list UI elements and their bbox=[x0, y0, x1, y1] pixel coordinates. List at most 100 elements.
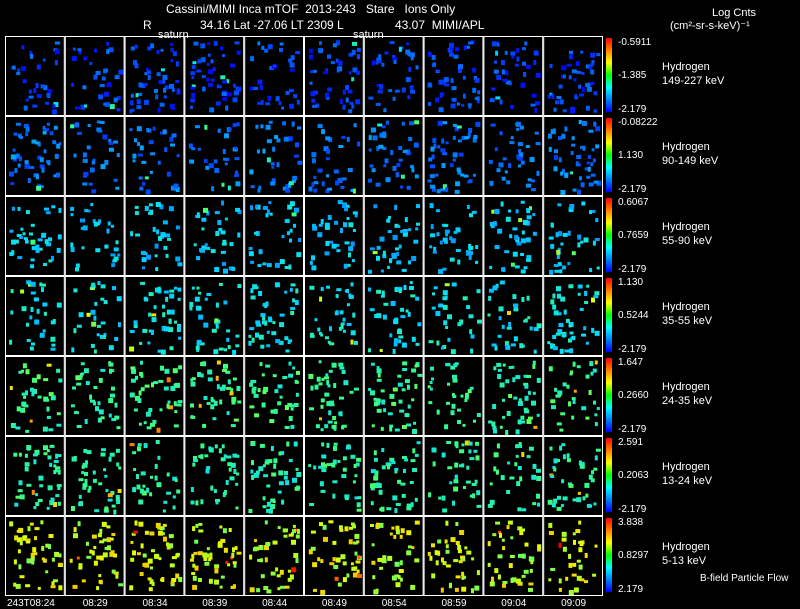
heatmap-pixel bbox=[148, 203, 153, 207]
heatmap-pixel bbox=[116, 426, 121, 430]
heatmap-pixel bbox=[138, 176, 143, 180]
heatmap-pixel bbox=[551, 93, 555, 99]
heatmap-pixel bbox=[162, 74, 168, 80]
heatmap-pixel bbox=[71, 456, 77, 462]
heatmap-pixel bbox=[445, 187, 449, 193]
heatmap-pixel bbox=[394, 428, 400, 432]
heatmap-pixel bbox=[455, 249, 461, 252]
heatmap-pixel bbox=[572, 188, 577, 192]
heatmap-pixel bbox=[527, 416, 533, 420]
heatmap-pixel bbox=[432, 250, 437, 254]
heatmap-pixel bbox=[332, 43, 337, 48]
heatmap-pixel bbox=[232, 584, 236, 589]
heatmap-pixel bbox=[394, 467, 399, 471]
heatmap-cell-frame bbox=[244, 276, 304, 356]
heatmap-pixel bbox=[169, 103, 175, 109]
heatmap-pixel bbox=[444, 229, 450, 234]
heatmap-pixel bbox=[505, 80, 511, 85]
heatmap-pixel bbox=[453, 486, 459, 492]
heatmap-pixel bbox=[148, 587, 153, 592]
heatmap-pixel bbox=[431, 186, 436, 192]
heatmap-pixel bbox=[378, 522, 384, 528]
heatmap-pixel bbox=[46, 242, 52, 247]
heatmap-pixel bbox=[42, 302, 48, 307]
heatmap-pixel bbox=[116, 462, 120, 467]
heatmap-pixel bbox=[458, 560, 463, 564]
heatmap-pixel bbox=[251, 388, 255, 394]
heatmap-pixel bbox=[201, 217, 207, 222]
heatmap-pixel bbox=[47, 89, 53, 93]
heatmap-pixel bbox=[262, 315, 266, 321]
heatmap-pixel bbox=[289, 238, 292, 243]
heatmap-pixel bbox=[156, 49, 160, 54]
heatmap-pixel bbox=[387, 464, 390, 470]
heatmap-pixel bbox=[549, 64, 553, 68]
heatmap-pixel bbox=[342, 317, 346, 322]
heatmap-pixel bbox=[508, 394, 513, 398]
heatmap-pixel bbox=[596, 266, 600, 270]
heatmap-pixel bbox=[24, 453, 28, 458]
heatmap-pixel bbox=[138, 422, 142, 426]
heatmap-pixel bbox=[291, 121, 295, 127]
heatmap-pixel bbox=[235, 207, 241, 212]
heatmap-pixel bbox=[212, 417, 217, 421]
heatmap-pixel bbox=[554, 269, 560, 273]
heatmap-pixel bbox=[254, 539, 257, 543]
heatmap-pixel bbox=[214, 579, 219, 585]
heatmap-pixel bbox=[111, 533, 116, 536]
heatmap-pixel bbox=[223, 268, 228, 274]
heatmap-pixel bbox=[36, 244, 40, 250]
heatmap-pixel bbox=[249, 587, 255, 593]
heatmap-pixel bbox=[558, 136, 562, 141]
heatmap-pixel bbox=[389, 426, 393, 432]
heatmap-pixel bbox=[578, 540, 584, 544]
heatmap-pixel bbox=[85, 381, 90, 386]
heatmap-pixel bbox=[404, 217, 408, 223]
heatmap-pixel bbox=[562, 74, 566, 79]
heatmap-pixel bbox=[536, 468, 541, 473]
heatmap-pixel bbox=[562, 232, 568, 237]
heatmap-pixel bbox=[16, 537, 22, 543]
heatmap-pixel bbox=[555, 332, 561, 336]
heatmap-pixel bbox=[399, 560, 403, 566]
heatmap-pixel bbox=[376, 255, 380, 261]
heatmap-pixel bbox=[466, 205, 470, 209]
heatmap-pixel bbox=[34, 389, 37, 394]
heatmap-pixel bbox=[328, 520, 334, 524]
heatmap-pixel bbox=[203, 159, 208, 164]
heatmap-pixel bbox=[49, 462, 53, 467]
heatmap-pixel bbox=[110, 224, 114, 228]
heatmap-pixel bbox=[568, 483, 574, 488]
heatmap-pixel bbox=[99, 334, 103, 339]
heatmap-pixel bbox=[463, 174, 469, 178]
heatmap-pixel bbox=[233, 90, 239, 96]
heatmap-pixel bbox=[475, 121, 481, 127]
heatmap-pixel bbox=[284, 290, 288, 294]
heatmap-pixel bbox=[531, 93, 537, 98]
heatmap-pixel bbox=[308, 186, 313, 192]
heatmap-pixel bbox=[108, 141, 114, 145]
heatmap-pixel bbox=[354, 212, 358, 218]
heatmap-pixel bbox=[568, 553, 572, 559]
heatmap-pixel bbox=[19, 494, 25, 500]
heatmap-pixel bbox=[249, 554, 253, 560]
heatmap-pixel bbox=[320, 559, 324, 564]
heatmap-pixel bbox=[310, 70, 314, 74]
heatmap-pixel bbox=[235, 170, 239, 176]
heatmap-pixel bbox=[501, 538, 505, 542]
time-tick-label: 08:49 bbox=[321, 598, 347, 609]
heatmap-pixel bbox=[594, 238, 600, 241]
heatmap-pixel bbox=[279, 313, 285, 317]
heatmap-pixel bbox=[137, 153, 143, 157]
heatmap-pixel bbox=[402, 361, 408, 366]
heatmap-pixel bbox=[175, 187, 180, 192]
heatmap-pixel bbox=[156, 229, 160, 235]
heatmap-pixel bbox=[594, 422, 598, 427]
heatmap-pixel bbox=[575, 161, 579, 167]
heatmap-pixel bbox=[581, 406, 586, 410]
heatmap-pixel bbox=[149, 492, 153, 497]
heatmap-cell-frame bbox=[184, 516, 245, 596]
heatmap-pixel bbox=[353, 123, 357, 128]
heatmap-pixel bbox=[256, 149, 260, 154]
heatmap-pixel bbox=[141, 257, 147, 263]
